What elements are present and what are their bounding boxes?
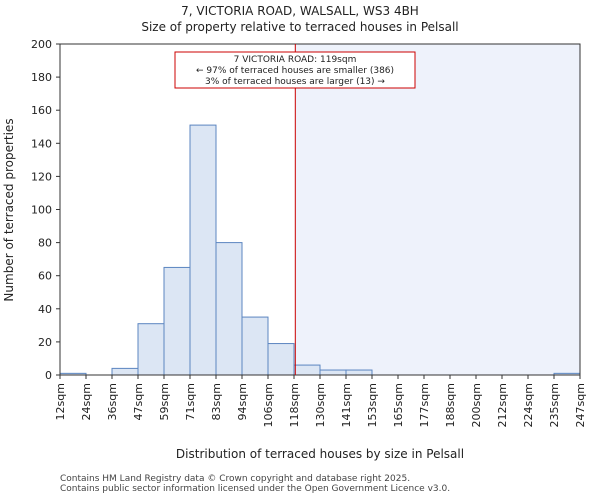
y-tick-label: 0	[45, 369, 52, 382]
bar-94sqm	[241, 316, 269, 376]
bar-141sqm	[345, 369, 373, 376]
bar-47sqm	[137, 323, 165, 376]
bar-83sqm	[215, 242, 243, 376]
x-tick-label: 59sqm	[158, 383, 171, 420]
y-tick-label: 20	[38, 336, 52, 349]
bar-59sqm	[163, 266, 191, 376]
chart-title-line-2: Size of property relative to terraced ho…	[141, 20, 458, 34]
x-tick-label: 71sqm	[184, 383, 197, 420]
x-tick-label: 200sqm	[470, 383, 483, 427]
x-axis: 12sqm 24sqm 36sqm 47sqm 59sqm 71sqm 83sqm 94sqm…	[54, 375, 587, 427]
x-tick-label: 235sqm	[548, 383, 561, 427]
x-tick-label: 153sqm	[366, 383, 379, 427]
y-axis-label: Number of terraced properties	[2, 118, 16, 301]
y-tick-label: 160	[31, 104, 52, 117]
footer-line-2: Contains public sector information licen…	[60, 484, 451, 494]
y-tick-label: 40	[38, 303, 52, 316]
y-tick-label: 100	[31, 204, 52, 217]
y-tick-label: 140	[31, 137, 52, 150]
larger-properties-region	[295, 44, 580, 375]
x-tick-label: 94sqm	[236, 383, 249, 420]
annotation-box: 7 VICTORIA ROAD: 119sqm ← 97% of terrace…	[174, 51, 416, 89]
x-tick-label: 188sqm	[444, 383, 457, 427]
x-tick-label: 130sqm	[314, 383, 327, 427]
y-tick-label: 60	[38, 270, 52, 283]
bar-118sqm	[293, 364, 321, 376]
y-tick-label: 200	[31, 38, 52, 51]
bars-group	[59, 124, 581, 376]
y-tick-label: 80	[38, 237, 52, 250]
footer-line-1: Contains HM Land Registry data © Crown c…	[60, 474, 411, 484]
bar-106sqm	[267, 343, 295, 376]
x-tick-label: 36sqm	[106, 383, 119, 420]
bar-71sqm	[189, 124, 217, 376]
x-tick-label: 177sqm	[418, 383, 431, 427]
shaded-region	[295, 44, 580, 375]
x-tick-label: 212sqm	[496, 383, 509, 427]
x-tick-label: 247sqm	[574, 383, 587, 427]
x-tick-label: 12sqm	[54, 383, 67, 420]
x-tick-label: 83sqm	[210, 383, 223, 420]
annotation-line-2: ← 97% of terraced houses are smaller (38…	[196, 66, 394, 76]
x-tick-label: 165sqm	[392, 383, 405, 427]
y-axis: 0 20 40 60 80 100 120 140 160 180 200	[31, 38, 60, 382]
x-axis-label: Distribution of terraced houses by size …	[176, 447, 464, 461]
chart-title-line-1: 7, VICTORIA ROAD, WALSALL, WS3 4BH	[181, 4, 419, 18]
bar-36sqm	[111, 367, 139, 376]
annotation-line-3: 3% of terraced houses are larger (13) →	[205, 77, 385, 87]
x-tick-label: 141sqm	[340, 383, 353, 427]
x-tick-label: 24sqm	[80, 383, 93, 420]
plot-frame	[59, 43, 581, 376]
x-tick-label: 47sqm	[132, 383, 145, 420]
y-tick-label: 180	[31, 71, 52, 84]
bar-130sqm	[319, 369, 347, 376]
annotation-line-1: 7 VICTORIA ROAD: 119sqm	[234, 55, 357, 65]
x-tick-label: 106sqm	[262, 383, 275, 427]
x-tick-label: 224sqm	[522, 383, 535, 427]
x-tick-label: 118sqm	[288, 383, 301, 427]
footer: Contains HM Land Registry data © Crown c…	[60, 474, 450, 494]
y-tick-label: 120	[31, 170, 52, 183]
